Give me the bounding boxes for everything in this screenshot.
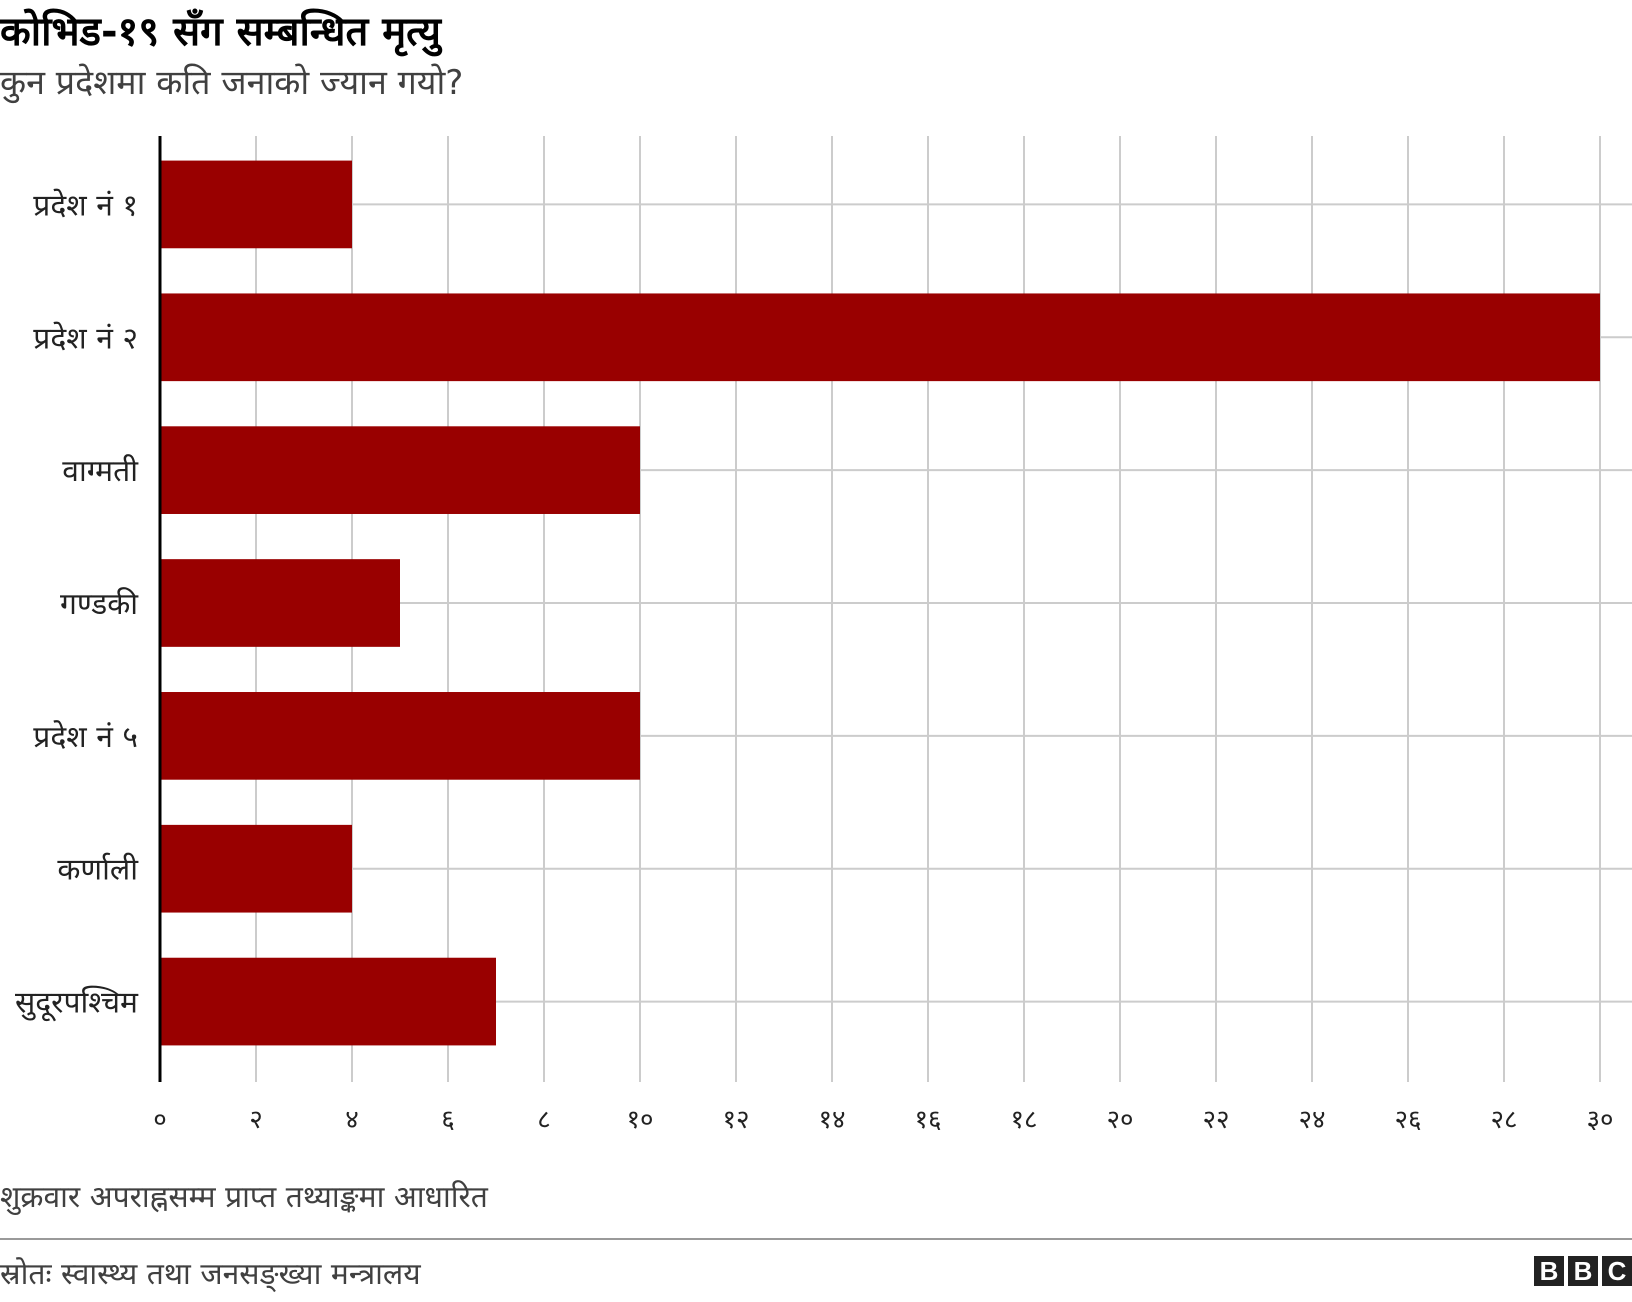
x-tick-label: १८	[1010, 1105, 1037, 1130]
x-tick-label: ०	[153, 1105, 167, 1130]
x-tick-label: ८	[537, 1105, 551, 1130]
bbc-logo: B B C	[1534, 1256, 1632, 1286]
footer-divider	[0, 1238, 1632, 1240]
bar-chart: प्रदेश नं १ प्रदेश नं २ वाग्मती गण्डकी प्रदे…	[15, 136, 1632, 1130]
category-label: वाग्मती	[62, 454, 139, 489]
bar	[160, 293, 1600, 382]
category-label: प्रदेश नं ५	[33, 720, 138, 755]
chart-subtitle: कुन प्रदेशमा कति जनाको ज्यान गयो?	[0, 63, 464, 103]
x-tick-label: ३०	[1586, 1105, 1613, 1130]
x-tick-label: १२	[722, 1105, 749, 1130]
category-label: गण्डकी	[60, 587, 139, 622]
x-tick-label: ६	[441, 1105, 455, 1130]
x-tick-label: २	[249, 1105, 263, 1130]
x-tick-label: २६	[1394, 1105, 1421, 1130]
bar	[160, 957, 496, 1046]
category-label: प्रदेश नं १	[33, 188, 138, 223]
bbc-logo-letter: C	[1602, 1256, 1632, 1286]
bar	[160, 692, 640, 780]
category-label: प्रदेश नं २	[33, 321, 138, 356]
bar	[160, 426, 640, 514]
chart-title: कोभिड-१९ सँग सम्बन्धित मृत्यु	[0, 9, 441, 55]
x-tick-label: १०	[626, 1105, 653, 1130]
bar	[160, 160, 352, 249]
x-tick-label: २२	[1202, 1105, 1229, 1130]
bar	[160, 824, 352, 913]
x-tick-label: ४	[345, 1105, 359, 1130]
x-tick-label: १६	[914, 1105, 941, 1130]
x-tick-label: २०	[1106, 1105, 1133, 1130]
category-label: सुदूरपश्चिम	[15, 986, 139, 1022]
bbc-logo-letter: B	[1568, 1256, 1598, 1286]
x-tick-label: १४	[818, 1105, 845, 1130]
x-tick-label: २८	[1490, 1105, 1517, 1130]
category-label: कर्णाली	[57, 853, 139, 888]
footnote: शुक्रवार अपराह्नसम्म प्राप्त तथ्याङ्कमा …	[0, 1180, 488, 1215]
source-text: स्रोतः स्वास्थ्य तथा जनसङ्ख्या मन्त्रालय	[0, 1257, 421, 1292]
bar	[160, 559, 400, 647]
x-tick-label: २४	[1298, 1105, 1325, 1130]
bbc-logo-letter: B	[1534, 1256, 1564, 1286]
